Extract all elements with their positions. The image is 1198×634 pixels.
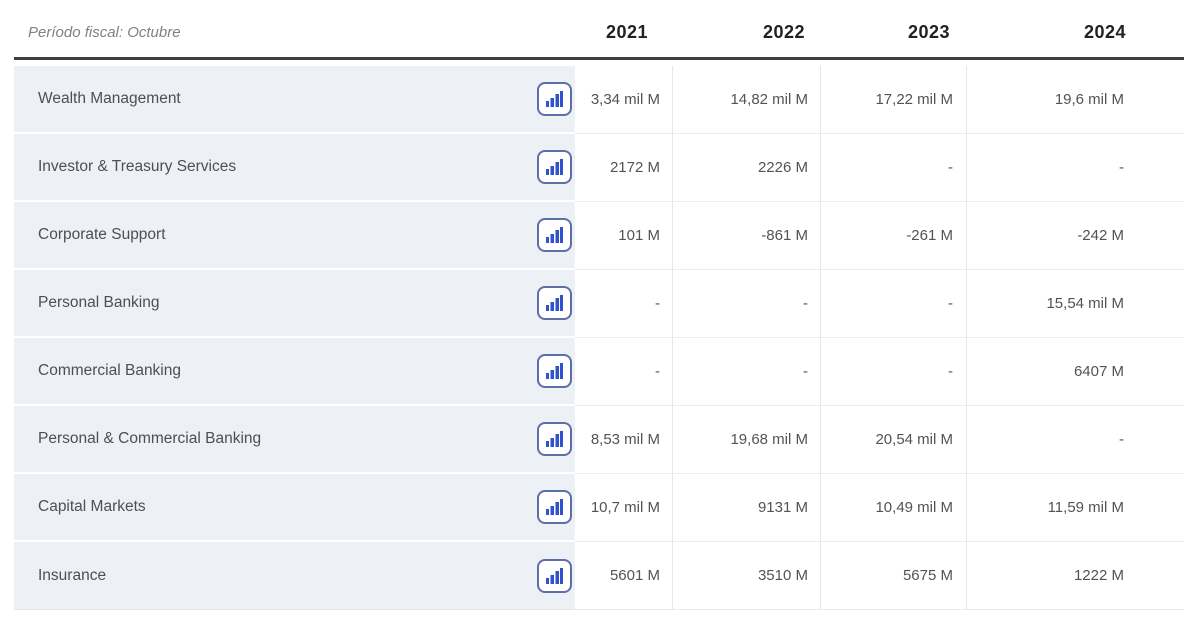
bar-chart-icon bbox=[546, 91, 563, 107]
segment-cell: Commercial Banking bbox=[14, 338, 575, 406]
segment-cell: Wealth Management bbox=[14, 66, 575, 134]
fiscal-period-label: Período fiscal: Octubre bbox=[28, 24, 181, 41]
segment-label: Commercial Banking bbox=[38, 362, 181, 379]
value-cell: 5675 M bbox=[820, 542, 966, 610]
value-cell: -242 M bbox=[966, 202, 1184, 270]
chart-icon-button[interactable] bbox=[537, 558, 572, 593]
segment-label: Investor & Treasury Services bbox=[38, 158, 237, 175]
segment-label: Personal Banking bbox=[38, 294, 160, 311]
year-column-header: 2024 bbox=[1083, 22, 1126, 42]
segment-revenue-table: Período fiscal: Octubre 2021 2022 2023 2… bbox=[14, 0, 1184, 610]
segment-cell: Corporate Support bbox=[14, 202, 575, 270]
table-row: Commercial Banking - - - 6407 M bbox=[14, 338, 1184, 406]
value-cell: 6407 M bbox=[966, 338, 1184, 406]
bar-chart-icon bbox=[546, 159, 563, 175]
year-column-header: 2023 bbox=[907, 22, 950, 42]
bar-chart-icon bbox=[546, 567, 563, 584]
segment-label: Corporate Support bbox=[38, 226, 166, 243]
chart-icon-button[interactable] bbox=[537, 354, 572, 388]
value-cell: - bbox=[672, 270, 820, 338]
table-row: Personal & Commercial Banking 8,53 mil M… bbox=[14, 406, 1184, 474]
segment-cell: Insurance bbox=[14, 542, 575, 610]
table-row: Corporate Support 101 M -861 M -261 M -2… bbox=[14, 202, 1184, 270]
value-cell: 8,53 mil M bbox=[575, 406, 672, 474]
table-row: Insurance 5601 M 3510 M 5675 M 1222 M bbox=[14, 542, 1184, 610]
value-cell: 20,54 mil M bbox=[820, 406, 966, 474]
bar-chart-icon bbox=[546, 499, 563, 515]
value-cell: -861 M bbox=[672, 202, 820, 270]
bar-chart-icon bbox=[546, 227, 563, 243]
segment-cell: Personal & Commercial Banking bbox=[14, 406, 575, 474]
value-cell: - bbox=[820, 134, 966, 202]
table-row: Wealth Management 3,34 mil M 14,82 mil M… bbox=[14, 66, 1184, 134]
value-cell: -261 M bbox=[820, 202, 966, 270]
table-row: Capital Markets 10,7 mil M 9131 M 10,49 … bbox=[14, 474, 1184, 542]
value-cell: 10,49 mil M bbox=[820, 474, 966, 542]
value-cell: - bbox=[672, 338, 820, 406]
value-cell: 5601 M bbox=[575, 542, 672, 610]
segment-label: Wealth Management bbox=[38, 90, 181, 107]
segment-label: Insurance bbox=[38, 566, 107, 584]
chart-icon-button[interactable] bbox=[537, 422, 572, 456]
chart-icon-button[interactable] bbox=[537, 286, 572, 320]
bar-chart-icon bbox=[546, 363, 563, 379]
table-row: Personal Banking - - - 15,54 mil M bbox=[14, 270, 1184, 338]
value-cell: - bbox=[966, 134, 1184, 202]
header-divider bbox=[14, 57, 1184, 60]
value-cell: 10,7 mil M bbox=[575, 474, 672, 542]
chart-icon-button[interactable] bbox=[537, 150, 572, 184]
value-cell: - bbox=[966, 406, 1184, 474]
segment-cell: Investor & Treasury Services bbox=[14, 134, 575, 202]
value-cell: 3,34 mil M bbox=[575, 66, 672, 134]
segment-label: Personal & Commercial Banking bbox=[38, 430, 262, 447]
value-cell: 1222 M bbox=[966, 542, 1184, 610]
value-cell: 19,68 mil M bbox=[672, 406, 820, 474]
bar-chart-icon bbox=[546, 431, 563, 447]
segment-label: Capital Markets bbox=[38, 498, 146, 515]
value-cell: 2172 M bbox=[575, 134, 672, 202]
value-cell: - bbox=[575, 270, 672, 338]
year-column-header: 2021 bbox=[605, 22, 648, 42]
table-row: Investor & Treasury Services 2172 M 2226… bbox=[14, 134, 1184, 202]
segment-cell: Personal Banking bbox=[14, 270, 575, 338]
segment-cell: Capital Markets bbox=[14, 474, 575, 542]
value-cell: 2226 M bbox=[672, 134, 820, 202]
value-cell: 3510 M bbox=[672, 542, 820, 610]
value-cell: 19,6 mil M bbox=[966, 66, 1184, 134]
chart-icon-button[interactable] bbox=[537, 218, 572, 252]
table-body: Wealth Management 3,34 mil M 14,82 mil M… bbox=[14, 66, 1184, 610]
value-cell: 9131 M bbox=[672, 474, 820, 542]
value-cell: 14,82 mil M bbox=[672, 66, 820, 134]
bar-chart-icon bbox=[546, 295, 563, 311]
chart-icon-button[interactable] bbox=[537, 82, 572, 116]
value-cell: - bbox=[820, 338, 966, 406]
value-cell: 15,54 mil M bbox=[966, 270, 1184, 338]
value-cell: 101 M bbox=[575, 202, 672, 270]
value-cell: - bbox=[575, 338, 672, 406]
value-cell: 11,59 mil M bbox=[966, 474, 1184, 542]
value-cell: 17,22 mil M bbox=[820, 66, 966, 134]
value-cell: - bbox=[820, 270, 966, 338]
year-column-header: 2022 bbox=[762, 22, 805, 42]
table-header: Período fiscal: Octubre 2021 2022 2023 2… bbox=[14, 0, 1184, 57]
chart-icon-button[interactable] bbox=[537, 490, 572, 524]
